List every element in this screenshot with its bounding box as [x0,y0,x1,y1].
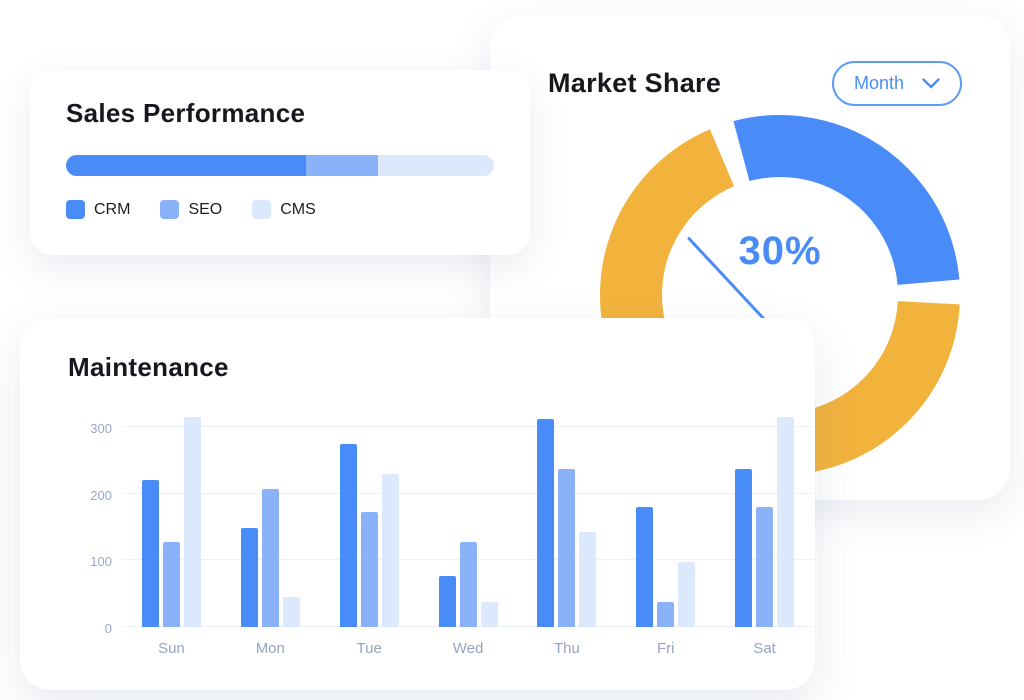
bar-dark-blue-sat [735,469,753,627]
y-tick-label: 200 [90,487,112,503]
y-tick-label: 0 [104,621,112,636]
sales-performance-card: Sales Performance CRM SEO CMS [30,70,530,255]
bar-mid-blue-mon [261,489,279,627]
maintenance-chart: 0 100 200 300 Sun Mon Tue Wed Thu Fri Sat [90,407,814,661]
bar-mid-blue-wed [459,542,477,627]
bar-mid-blue-sat [756,507,774,627]
bars-row [221,489,320,627]
bars-row [320,443,419,627]
donut-center-label: 30% [738,229,822,273]
bar-group-wed: Wed [419,407,518,661]
bar-light-blue-wed [480,601,498,627]
bars-row [517,419,616,627]
legend-item-crm: CRM [66,200,130,219]
bar-group-thu: Thu [517,407,616,661]
x-axis-label: Sun [158,640,185,657]
maintenance-title: Maintenance [68,352,229,382]
x-axis-label: Wed [452,640,484,657]
chart-groups: Sun Mon Tue Wed Thu Fri Sat [122,407,814,661]
legend-label: CRM [94,200,131,218]
market-share-header: Market Share Month [490,15,1010,106]
legend-label: CMS [280,200,316,218]
bars-row [715,417,814,627]
bar-dark-blue-thu [537,419,555,627]
bar-group-sat: Sat [715,407,814,661]
bars-row [419,542,518,627]
bar-group-mon: Mon [221,407,320,661]
bar-group-fri: Fri [616,407,715,661]
sales-performance-title: Sales Performance [66,98,306,128]
bar-mid-blue-thu [558,469,576,627]
bar-dark-blue-mon [240,528,258,627]
bar-dark-blue-tue [339,443,357,627]
legend-item-cms: CMS [252,200,316,219]
legend-swatch [66,200,85,219]
legend-label: SEO [188,200,223,218]
bar-light-blue-thu [579,531,597,627]
legend-swatch [252,200,272,219]
bar-mid-blue-sun [162,541,180,627]
bar-mid-blue-fri [657,601,675,627]
market-share-title: Market Share [548,68,722,98]
x-axis-label: Mon [255,640,285,657]
bar-light-blue-mon [282,597,300,627]
bar-dark-blue-fri [636,507,654,627]
maintenance-card: Maintenance 0 100 200 300 Sun Mon Tue Wed Thu Fr… [20,318,815,690]
bar-group-tue: Tue [320,407,419,661]
bar-group-sun: Sun [122,407,221,661]
bar-light-blue-sat [777,417,795,627]
y-tick-label: 100 [90,554,112,570]
x-axis-label: Tue [356,640,382,657]
legend-swatch [160,200,180,219]
x-axis-label: Fri [656,640,675,657]
bars-row [122,417,221,627]
donut-segment-share [600,115,960,475]
chevron-down-icon [922,78,940,89]
sales-stacked-bar [66,155,494,176]
bar-dark-blue-sun [141,480,159,627]
x-axis-label: Sat [753,640,776,657]
sales-bar-segment-crm [66,155,306,176]
bar-dark-blue-wed [438,575,456,627]
bar-light-blue-tue [381,473,399,627]
month-dropdown[interactable]: Month [831,61,962,106]
y-tick-label: 300 [90,421,112,436]
bar-light-blue-sun [183,417,201,627]
sales-bar-segment-seo [305,155,379,176]
month-dropdown-label: Month [853,73,904,93]
gridline [122,492,814,494]
sales-legend: CRM SEO CMS [66,200,494,219]
bars-row [616,507,715,627]
x-axis-label: Thu [553,640,580,657]
legend-item-seo: SEO [160,200,222,219]
sales-bar-segment-cms [378,155,494,176]
bar-mid-blue-tue [360,512,378,627]
gridline [122,426,814,427]
bar-light-blue-fri [678,561,696,627]
